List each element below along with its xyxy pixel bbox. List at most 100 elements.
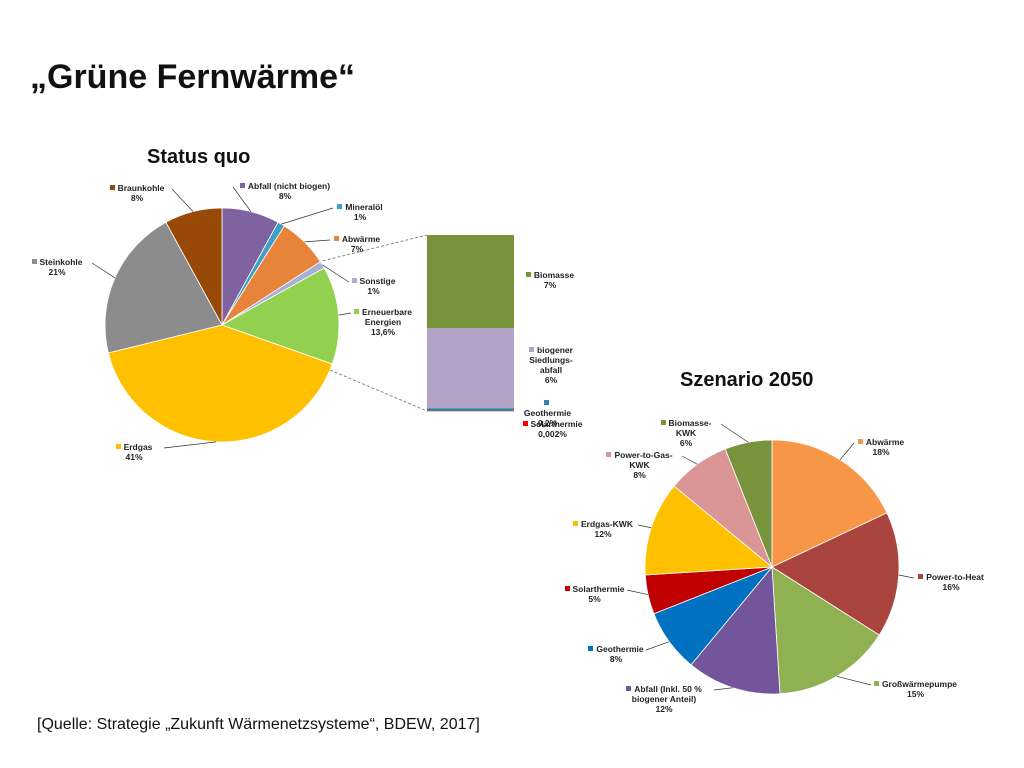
slice-label: Geothermie 0,2% [520,398,575,428]
slice-label: Biomasse-KWK 6% [651,418,721,448]
leader-line [645,641,670,651]
value-label: 0,002% [538,429,567,439]
value-label: 7% [543,280,557,290]
leader-line [338,312,352,316]
leader-line [232,186,252,212]
value-label: 8% [609,654,623,664]
stack-segment [427,328,514,409]
legend-swatch [239,183,245,188]
slice-label: Power-to-Heat 16% [911,572,991,592]
label-name-row: Mineralöl [330,202,390,212]
category-label: Steinkohle [39,257,83,267]
label-name-row: Solarthermie [520,419,585,429]
category-label: Großwärmepumpe [881,679,958,689]
slice-label: Erdgas 41% [104,442,164,462]
legend-swatch [529,347,535,352]
label-name-row: Erdgas-KWK [568,519,638,529]
legend-swatch [857,439,863,444]
value-label: 7% [350,244,364,254]
label-name-row: Abfall (nicht biogen) [230,181,340,191]
label-name-row: Power-to-Heat [911,572,991,582]
chart-title: Status quo [147,146,251,168]
leader-line [898,574,915,579]
slice-label: Erneuerbare Energien 13,6% [348,307,418,337]
value-label: 8% [278,191,292,201]
pie-slice [690,565,781,695]
category-label: Abfall (nicht biogen) [247,181,331,191]
label-name-row: Sonstige [346,276,401,286]
pie-slice [104,221,223,354]
label-name-row: Geothermie [520,398,575,418]
category-label: Erdgas [123,442,153,452]
slice-label: Sonstige 1% [346,276,401,296]
leader-line [839,442,855,460]
pie-slice [165,207,223,326]
pie-slice [771,566,880,695]
leader-line [322,264,350,283]
label-name-row: Geothermie [586,644,646,654]
label-name-row: biogener Siedlungs-abfall [520,345,582,375]
value-label: 16% [942,582,960,592]
slice-label: Solarthermie 5% [562,584,627,604]
slice-label: Abwärme 18% [851,437,911,457]
category-label: biogener Siedlungs-abfall [529,345,573,375]
source-note: [Quelle: Strategie „Zukunft Wärmenetzsys… [37,716,480,733]
legend-swatch [606,452,612,457]
value-label: 8% [633,470,646,480]
slice-label: Geothermie 8% [586,644,646,664]
category-label: Erneuerbare Energien [361,307,413,327]
leader-line [681,455,698,465]
slice-label: Mineralöl 1% [330,202,390,222]
category-label: Abfall (Inkl. 50 % biogener Anteil) [631,684,702,704]
legend-swatch [588,646,594,651]
slice-label: Großwärmepumpe 15% [868,679,963,699]
label-name-row: Erdgas [104,442,164,452]
value-label: 41% [125,452,143,462]
slice-label: Abfall (nicht biogen) 8% [230,181,340,201]
value-label: 13,6% [370,327,396,337]
slice-label: Biomasse 7% [520,270,580,290]
category-label: Geothermie [523,408,572,418]
label-name-row: Erneuerbare Energien [348,307,418,327]
connector-line [329,369,428,412]
legend-swatch [573,521,579,526]
legend-swatch [333,236,339,241]
value-label: 0,2% [537,418,558,428]
value-label: 12% [594,529,612,539]
label-name-row: Braunkohle [102,183,172,193]
value-label: 5% [588,594,601,604]
value-label: 1% [367,286,380,296]
label-name-row: Solarthermie [562,584,627,594]
legend-swatch [873,681,879,686]
leader-line [163,441,217,449]
legend-swatch [918,574,924,579]
value-label: 8% [130,193,144,203]
category-label: Solarthermie [530,419,583,429]
category-label: Biomasse [533,270,575,280]
value-label: 15% [906,689,924,699]
value-label: 18% [872,447,890,457]
legend-swatch [525,272,531,277]
category-label: Mineralöl [345,202,383,212]
legend-swatch [337,204,343,209]
legend-swatch [660,420,666,425]
legend-swatch [115,444,121,449]
value-label: 6% [679,438,693,448]
slice-label: Erdgas-KWK 12% [568,519,638,539]
legend-swatch [543,400,549,405]
category-label: Abwärme [341,234,381,244]
value-label: 1% [353,212,367,222]
label-name-row: Steinkohle [22,257,92,267]
leader-line [304,239,331,243]
label-name-row: Abwärme [327,234,387,244]
value-label: 21% [48,267,66,277]
category-label: Biomasse-KWK [668,418,712,438]
category-label: Power-to-Heat [926,572,984,582]
category-label: Sonstige [359,276,396,286]
stack-segment [427,408,514,411]
label-name-row: Biomasse-KWK [651,418,721,438]
slice-label: Steinkohle 21% [22,257,92,277]
label-name-row: Abwärme [851,437,911,447]
label-name-row: Großwärmepumpe [868,679,963,689]
